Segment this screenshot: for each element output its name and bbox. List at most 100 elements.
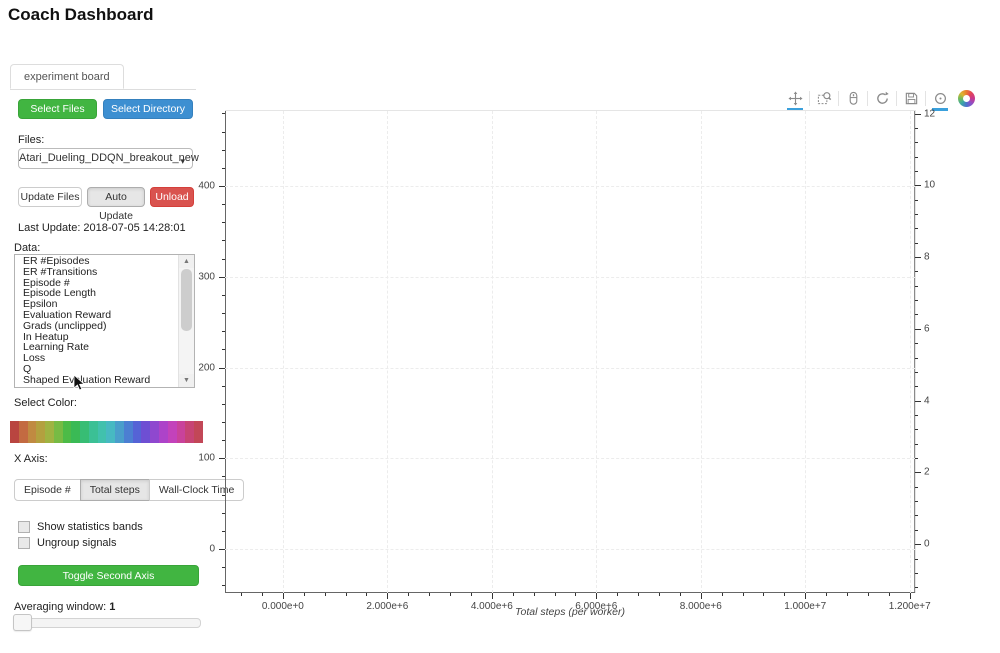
- y-left-minor-tick: [222, 113, 225, 115]
- ungroup-signals-checkbox[interactable]: [18, 536, 30, 549]
- data-list-item[interactable]: Learning Rate: [23, 341, 89, 354]
- averaging-slider-handle[interactable]: [13, 614, 32, 631]
- color-swatch[interactable]: [123, 421, 133, 443]
- averaging-slider-track[interactable]: [14, 618, 201, 628]
- toolbar-separator: [896, 90, 897, 106]
- data-list-item[interactable]: Loss: [23, 352, 46, 365]
- files-label: Files:: [18, 134, 45, 146]
- xaxis-option-wall-clock-time[interactable]: Wall-Clock Time: [148, 479, 245, 501]
- y-left-tick-label: 0: [209, 543, 215, 555]
- y-left-major-tick: [219, 548, 225, 550]
- color-swatch[interactable]: [62, 421, 72, 443]
- y-right-minor-tick: [915, 170, 918, 172]
- color-swatch[interactable]: [10, 421, 19, 443]
- color-swatch[interactable]: [115, 421, 124, 443]
- y-right-minor-tick: [915, 515, 918, 517]
- y-left-minor-tick: [222, 494, 225, 496]
- toolbar-separator: [867, 90, 868, 106]
- color-swatch[interactable]: [150, 421, 160, 443]
- color-swatch[interactable]: [185, 421, 195, 443]
- color-swatch[interactable]: [80, 421, 89, 443]
- y-left-minor-tick: [222, 530, 225, 532]
- data-list-item[interactable]: ER #Transitions: [23, 265, 98, 278]
- y-right-major-tick: [915, 185, 921, 187]
- scroll-down-icon[interactable]: ▼: [179, 374, 194, 387]
- y-left-minor-tick: [222, 258, 225, 260]
- scroll-up-icon[interactable]: ▲: [179, 255, 194, 268]
- color-swatch[interactable]: [27, 421, 37, 443]
- unload-button[interactable]: Unload: [150, 187, 194, 207]
- y-left-minor-tick: [222, 403, 225, 405]
- x-gridline: [387, 111, 389, 593]
- files-select[interactable]: Atari_Dueling_DDQN_breakout_new ▾: [18, 148, 199, 169]
- color-swatch[interactable]: [71, 421, 81, 443]
- bokeh-logo[interactable]: [958, 89, 975, 107]
- y-right-minor-tick: [915, 300, 918, 302]
- y-left-minor-tick: [222, 385, 225, 387]
- color-swatch[interactable]: [141, 421, 151, 443]
- data-list-item[interactable]: ER #Episodes: [23, 255, 90, 267]
- data-listbox[interactable]: ER #Episodes ER #Transitions Episode # Epis…: [14, 254, 195, 388]
- color-swatch[interactable]: [176, 421, 186, 443]
- active-tool-underline: [787, 108, 803, 111]
- save-icon[interactable]: [902, 89, 920, 107]
- color-swatch[interactable]: [106, 421, 116, 443]
- color-swatch[interactable]: [88, 421, 98, 443]
- color-swatch[interactable]: [167, 421, 177, 443]
- select-files-button[interactable]: Select Files: [18, 99, 97, 119]
- color-swatch[interactable]: [97, 421, 107, 443]
- color-swatch[interactable]: [53, 421, 63, 443]
- xaxis-option-total-steps[interactable]: Total steps: [79, 479, 150, 501]
- color-swatch[interactable]: [194, 421, 203, 443]
- tab-experiment-board[interactable]: experiment board: [10, 64, 124, 89]
- color-swatch[interactable]: [18, 421, 28, 443]
- y-right-major-tick: [915, 257, 921, 259]
- toolbar-separator: [809, 90, 810, 106]
- y-right-minor-tick: [915, 314, 918, 316]
- y-left-tick-label: 300: [198, 271, 215, 283]
- x-minor-tick: [429, 593, 431, 596]
- data-list-item[interactable]: Grads (unclipped): [23, 319, 107, 332]
- y-right-minor-tick: [915, 271, 918, 273]
- y-left-tick-label: 100: [198, 452, 215, 464]
- scrollbar-thumb[interactable]: [181, 269, 192, 331]
- plot-canvas[interactable]: 0.000e+0 2.000e+6 4.000e+6 6.000e+6 8.000e+6…: [198, 108, 935, 612]
- y-left-minor-tick: [222, 313, 225, 315]
- color-swatch[interactable]: [132, 421, 142, 443]
- reset-icon[interactable]: [873, 89, 891, 107]
- data-list-item[interactable]: Episode Length: [23, 287, 96, 300]
- data-list-item[interactable]: Epsilon: [23, 298, 58, 311]
- show-statistics-checkbox[interactable]: [18, 520, 30, 533]
- y-right-minor-tick: [915, 214, 918, 215]
- pan-icon[interactable]: [786, 89, 804, 111]
- y-left-major-tick: [219, 276, 225, 278]
- x-tick-label: 1.000e+7: [784, 601, 827, 612]
- data-list-item[interactable]: Shaped Evaluation Reward: [23, 373, 151, 386]
- x-minor-tick: [784, 593, 786, 596]
- auto-update-button[interactable]: Auto Update: [87, 187, 145, 222]
- color-swatch[interactable]: [159, 421, 168, 443]
- x-minor-tick: [847, 593, 849, 596]
- xaxis-option-episode-[interactable]: Episode #: [14, 479, 81, 501]
- y-left-minor-tick: [222, 294, 225, 296]
- y-left-minor-tick: [222, 149, 225, 151]
- hover-icon[interactable]: [931, 89, 949, 111]
- update-files-button[interactable]: Update Files: [18, 187, 82, 207]
- data-list-item[interactable]: Episode #: [23, 276, 70, 289]
- select-directory-button[interactable]: Select Directory: [103, 99, 193, 119]
- color-palette[interactable]: [10, 421, 203, 443]
- data-list-item[interactable]: Q: [23, 362, 32, 375]
- color-swatch[interactable]: [45, 421, 54, 443]
- box-zoom-icon[interactable]: [815, 89, 833, 107]
- wheel-zoom-icon[interactable]: [844, 89, 862, 107]
- toggle-second-axis-button[interactable]: Toggle Second Axis: [18, 565, 199, 586]
- y-left-minor-tick: [222, 222, 225, 224]
- select-color-label: Select Color:: [14, 397, 77, 409]
- color-swatch[interactable]: [36, 421, 46, 443]
- y-right-minor-tick: [915, 156, 918, 158]
- scrollbar[interactable]: ▲ ▼: [178, 255, 194, 387]
- data-list-item[interactable]: Evaluation Reward: [23, 308, 112, 321]
- x-minor-tick: [638, 593, 640, 596]
- data-list-item[interactable]: In Heatup: [23, 330, 69, 343]
- tab-bar: experiment board: [10, 63, 196, 90]
